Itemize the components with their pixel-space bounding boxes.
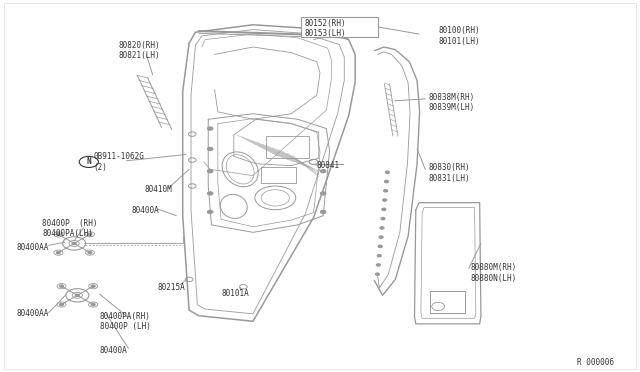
Text: 80400A: 80400A (100, 346, 127, 355)
Circle shape (88, 251, 92, 254)
Text: 80880M(RH)
80880N(LH): 80880M(RH) 80880N(LH) (470, 263, 516, 283)
Circle shape (376, 273, 380, 275)
Text: N: N (86, 157, 91, 166)
Text: 80830(RH)
80831(LH): 80830(RH) 80831(LH) (429, 163, 470, 183)
Circle shape (321, 170, 326, 173)
Circle shape (60, 285, 63, 287)
Circle shape (381, 218, 385, 220)
Circle shape (382, 208, 386, 211)
Text: 80838M(RH)
80839M(LH): 80838M(RH) 80839M(LH) (429, 93, 475, 112)
Text: 80152(RH)
80153(LH): 80152(RH) 80153(LH) (304, 19, 346, 38)
Circle shape (321, 192, 326, 195)
Bar (261, 167, 296, 183)
Text: 80841: 80841 (317, 161, 340, 170)
Circle shape (56, 233, 60, 235)
Circle shape (385, 171, 389, 173)
Circle shape (378, 254, 381, 257)
Circle shape (380, 227, 384, 229)
Circle shape (383, 199, 387, 201)
Circle shape (72, 242, 76, 244)
Bar (266, 136, 309, 158)
Text: 80820(RH)
80821(LH): 80820(RH) 80821(LH) (119, 41, 161, 60)
Circle shape (376, 264, 380, 266)
Circle shape (207, 170, 212, 173)
Circle shape (76, 294, 79, 296)
Circle shape (207, 192, 212, 195)
Text: 80100(RH)
80101(LH): 80100(RH) 80101(LH) (438, 26, 480, 46)
Text: 80400A: 80400A (132, 206, 159, 215)
Circle shape (385, 180, 388, 183)
Text: 0B911-1062G
(2): 0B911-1062G (2) (93, 152, 144, 171)
Text: 80400AA: 80400AA (17, 243, 49, 251)
Text: 80101A: 80101A (221, 289, 249, 298)
Circle shape (379, 236, 383, 238)
Text: 80215A: 80215A (157, 283, 185, 292)
Text: R 000006: R 000006 (577, 357, 614, 366)
Circle shape (92, 304, 95, 306)
Circle shape (378, 245, 382, 247)
Circle shape (321, 211, 326, 214)
Bar (430, 291, 465, 313)
Circle shape (56, 251, 60, 254)
Circle shape (60, 304, 63, 306)
Text: 80410M: 80410M (145, 185, 172, 194)
Circle shape (92, 285, 95, 287)
Circle shape (207, 127, 212, 130)
Text: 80400P  (RH)
80400PA(LH): 80400P (RH) 80400PA(LH) (42, 219, 98, 238)
Text: 80400PA(RH)
80400P (LH): 80400PA(RH) 80400P (LH) (100, 312, 150, 331)
Circle shape (207, 147, 212, 150)
Text: 80400AA: 80400AA (17, 310, 49, 318)
Circle shape (207, 211, 212, 214)
Circle shape (88, 233, 92, 235)
Circle shape (384, 190, 388, 192)
FancyBboxPatch shape (301, 17, 378, 37)
